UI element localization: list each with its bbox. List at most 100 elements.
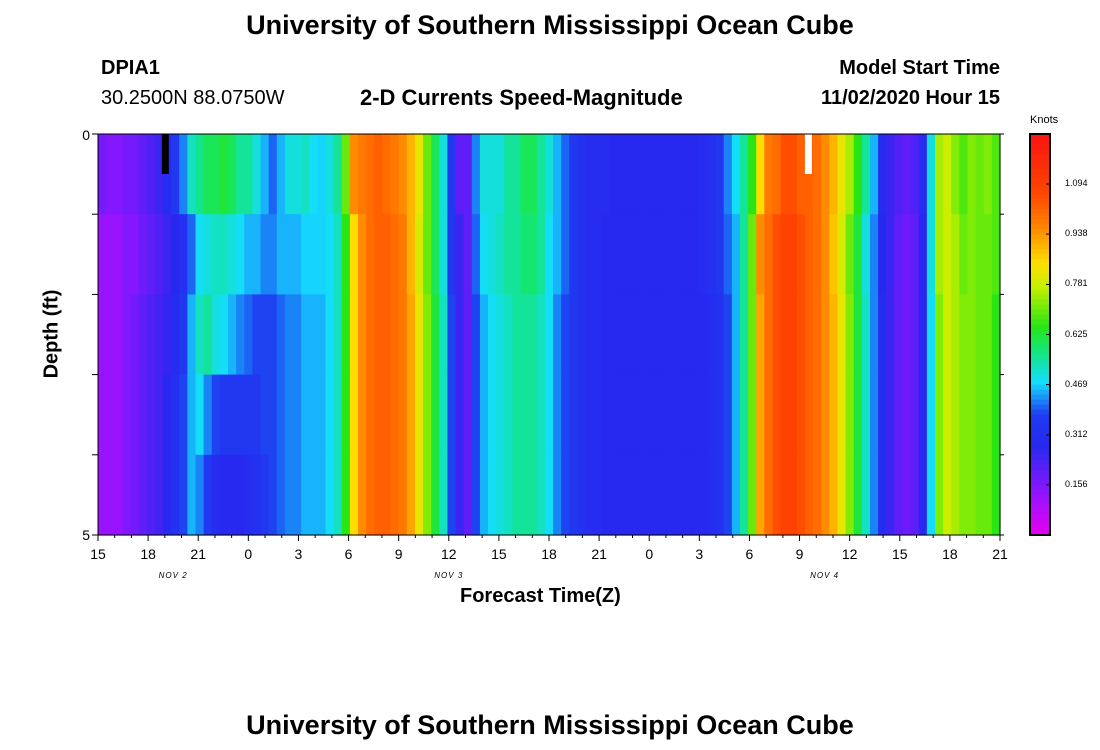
colorbar-swatch: [1030, 504, 1050, 511]
x-tick-label: 18: [942, 546, 958, 562]
heatmap-cell: [585, 454, 595, 536]
colorbar-swatch: [1030, 304, 1050, 311]
time-marker: [161, 134, 169, 174]
heatmap-cell: [772, 214, 782, 295]
colorbar-swatch: [1030, 464, 1050, 471]
heatmap-cell: [707, 454, 717, 536]
heatmap-cell: [983, 214, 993, 295]
heatmap-cell: [219, 294, 229, 376]
heatmap-cell: [894, 454, 904, 536]
heatmap-cell: [146, 214, 156, 295]
colorbar-swatch: [1030, 324, 1050, 331]
heatmap-cell: [447, 374, 457, 456]
heatmap-cell: [829, 374, 839, 456]
heatmap-cell: [593, 134, 603, 215]
heatmap-cell: [520, 454, 530, 536]
heatmap-cell: [902, 454, 912, 536]
heatmap-cell: [666, 214, 676, 295]
heatmap-cell: [756, 134, 765, 215]
colorbar-tick-label: 0.781: [1065, 278, 1088, 289]
heatmap-cell: [341, 374, 351, 456]
heatmap-cell: [268, 374, 278, 456]
heatmap-cell: [114, 294, 123, 376]
heatmap-cell: [382, 454, 392, 536]
colorbar-swatch: [1030, 264, 1050, 270]
heatmap-cell: [829, 294, 839, 376]
heatmap-cell: [569, 374, 579, 456]
colorbar-swatch: [1030, 339, 1050, 346]
heatmap-cell: [943, 454, 952, 536]
heatmap-cell: [926, 454, 936, 536]
heatmap-cell: [861, 454, 871, 536]
heatmap-cell: [293, 374, 302, 456]
heatmap-cell: [804, 134, 814, 215]
heatmap-cell: [431, 214, 440, 295]
heatmap-cell: [813, 134, 822, 215]
time-marker: [804, 134, 812, 174]
colorbar-swatch: [1030, 144, 1050, 150]
heatmap-cell: [878, 374, 887, 456]
y-tick-label: 5: [82, 527, 90, 543]
heatmap-cell: [707, 294, 717, 376]
heatmap-cell: [739, 294, 749, 376]
heatmap-cell: [707, 374, 717, 456]
heatmap-cell: [163, 454, 172, 536]
heatmap-cell: [804, 294, 814, 376]
colorbar-tick-label: 0.469: [1065, 378, 1088, 389]
heatmap-cell: [886, 454, 895, 536]
x-tick-label: 6: [344, 546, 353, 562]
heatmap-cell: [98, 374, 107, 456]
heatmap-cell: [731, 214, 741, 295]
heatmap-cell: [244, 454, 253, 536]
heatmap-cell: [341, 134, 351, 215]
colorbar-tick-label: 0.625: [1065, 328, 1088, 339]
heatmap-cell: [601, 214, 611, 295]
x-tick-label: 3: [294, 546, 303, 562]
heatmap-cell: [910, 454, 920, 536]
heatmap-cell: [512, 454, 522, 536]
heatmap-cell: [130, 294, 140, 376]
heatmap-cell: [878, 454, 887, 536]
heatmap-cell: [731, 454, 741, 536]
heatmap-cell: [106, 454, 115, 536]
heatmap-cell: [764, 214, 774, 295]
heatmap-cell: [959, 214, 969, 295]
heatmap-cell: [691, 294, 700, 376]
colorbar-swatch: [1030, 514, 1050, 521]
colorbar-swatch: [1030, 474, 1050, 481]
heatmap-cell: [813, 374, 822, 456]
heatmap-cell: [756, 294, 765, 376]
heatmap-cell: [528, 134, 538, 215]
heatmap-cell: [488, 454, 497, 536]
colorbar-swatch: [1030, 519, 1050, 526]
colorbar-swatch: [1030, 194, 1050, 200]
heatmap-cell: [926, 294, 936, 376]
colorbar-swatch: [1030, 164, 1050, 170]
heatmap-cell: [845, 294, 855, 376]
heatmap-cell: [544, 214, 554, 295]
model-start-label: Model Start Time: [839, 57, 1000, 79]
heatmap-cell: [910, 374, 920, 456]
heatmap-cell: [398, 454, 408, 536]
heatmap-cell: [423, 214, 432, 295]
heatmap-cell: [959, 374, 969, 456]
colorbar-swatch: [1030, 159, 1050, 165]
heatmap-cell: [894, 214, 904, 295]
heatmap-cell: [366, 214, 375, 295]
colorbar-swatch: [1030, 309, 1050, 316]
heatmap-cell: [618, 454, 627, 536]
heatmap-cell: [325, 134, 335, 215]
heatmap-cell: [309, 294, 319, 376]
x-tick-label: 12: [440, 546, 457, 562]
heatmap-cell: [926, 134, 936, 215]
heatmap-cell: [406, 454, 416, 536]
heatmap-cell: [317, 214, 327, 295]
heatmap-cell: [268, 454, 278, 536]
heatmap-cell: [447, 454, 457, 536]
x-tick-label: 15: [90, 546, 106, 562]
heatmap-cell: [845, 134, 855, 215]
heatmap-cell: [609, 134, 619, 215]
heatmap-cell: [553, 374, 562, 456]
model-start-time: 11/02/2020 Hour 15: [820, 87, 1000, 109]
heatmap-cell: [471, 134, 481, 215]
